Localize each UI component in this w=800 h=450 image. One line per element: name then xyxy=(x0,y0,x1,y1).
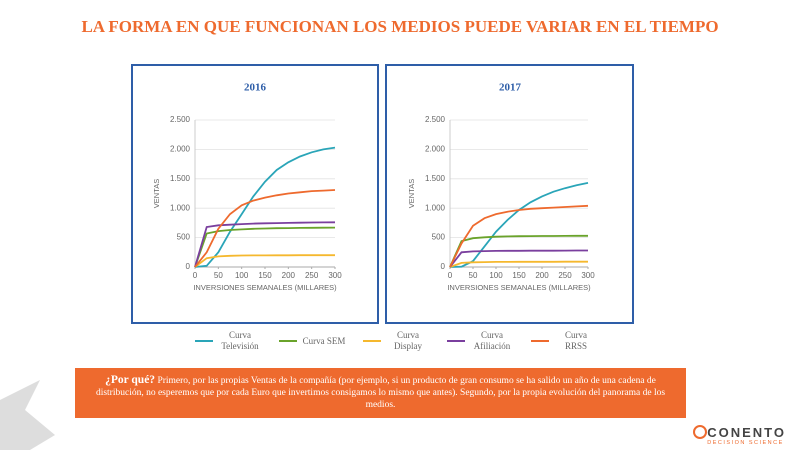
series-line xyxy=(194,254,335,268)
x-tick-label: 300 xyxy=(581,271,595,280)
legend-swatch xyxy=(363,340,381,342)
slide-title: LA FORMA EN QUE FUNCIONAN LOS MEDIOS PUE… xyxy=(81,17,718,36)
legend-label: Curva Televisión xyxy=(221,330,259,351)
y-tick-label: 0 xyxy=(441,262,446,271)
legend-swatch xyxy=(279,340,297,342)
y-tick-label: 0 xyxy=(186,262,191,271)
legend-item: Curva Afiliación xyxy=(447,330,515,352)
x-tick-label: 150 xyxy=(512,271,526,280)
legend-label: Curva RRSS xyxy=(564,330,588,351)
y-tick-label: 2.500 xyxy=(170,115,191,124)
y-tick-label: 1.000 xyxy=(170,203,191,212)
y-tick-label: 1.500 xyxy=(170,174,191,183)
legend-swatch xyxy=(447,340,465,342)
chart-frame xyxy=(131,64,379,324)
chart-frame xyxy=(385,64,634,324)
series-line xyxy=(449,182,589,268)
series-line xyxy=(194,146,336,268)
y-axis-label: VENTAS xyxy=(152,179,161,208)
logo-tagline: DECISION SCIENCE xyxy=(707,440,784,446)
x-tick-label: 100 xyxy=(489,271,503,280)
x-tick-label: 100 xyxy=(235,271,249,280)
x-tick-label: 200 xyxy=(282,271,296,280)
x-axis-label: INVERSIONES SEMANALES (MILLARES) xyxy=(447,283,591,292)
legend-item: Curva Display xyxy=(363,330,431,352)
legend-item: Curva RRSS xyxy=(531,330,599,352)
series-line xyxy=(449,249,588,268)
decor-arrow xyxy=(0,380,55,450)
x-tick-label: 150 xyxy=(258,271,272,280)
y-tick-label: 500 xyxy=(177,233,191,242)
series-line xyxy=(449,204,589,268)
logo-icon xyxy=(693,425,707,439)
legend: Curva Televisión Curva SEM Curva Display Cu… xyxy=(195,330,599,352)
callout-lead: ¿Por qué? xyxy=(105,374,156,386)
y-tick-label: 500 xyxy=(432,233,446,242)
legend-label: Curva Afiliación xyxy=(473,330,511,351)
legend-label: Curva SEM xyxy=(302,335,346,346)
x-tick-label: 300 xyxy=(328,271,342,280)
x-tick-label: 200 xyxy=(535,271,549,280)
callout-text: Primero, por las propias Ventas de la co… xyxy=(95,376,666,410)
x-tick-label: 250 xyxy=(305,271,319,280)
x-tick-label: 50 xyxy=(214,271,223,280)
chart-title: 2016 xyxy=(244,82,267,94)
x-tick-label: 50 xyxy=(469,271,478,280)
chart-title: 2017 xyxy=(499,82,522,94)
logo: CONENTO DECISION SCIENCE xyxy=(707,425,786,446)
legend-item: Curva Televisión xyxy=(195,330,263,352)
logo-name: CONENTO xyxy=(707,425,786,440)
x-axis-label: INVERSIONES SEMANALES (MILLARES) xyxy=(193,283,337,292)
x-tick-label: 0 xyxy=(193,271,198,280)
legend-item: Curva SEM xyxy=(279,330,347,352)
series-line xyxy=(194,221,336,268)
y-tick-label: 2.500 xyxy=(425,115,446,124)
y-tick-label: 1.500 xyxy=(425,174,446,183)
legend-swatch xyxy=(531,340,549,342)
x-tick-label: 250 xyxy=(558,271,572,280)
legend-label: Curva Display xyxy=(394,330,422,351)
x-tick-label: 0 xyxy=(448,271,453,280)
y-tick-label: 1.000 xyxy=(425,203,446,212)
series-line xyxy=(449,260,588,268)
series-line xyxy=(449,234,588,268)
y-tick-label: 2.000 xyxy=(425,145,446,154)
y-tick-label: 2.000 xyxy=(170,145,191,154)
legend-swatch xyxy=(195,340,213,342)
series-line xyxy=(194,189,336,268)
callout: ¿Por qué? Primero, por las propias Venta… xyxy=(75,368,686,418)
series-line xyxy=(194,226,336,268)
y-axis-label: VENTAS xyxy=(407,179,416,208)
